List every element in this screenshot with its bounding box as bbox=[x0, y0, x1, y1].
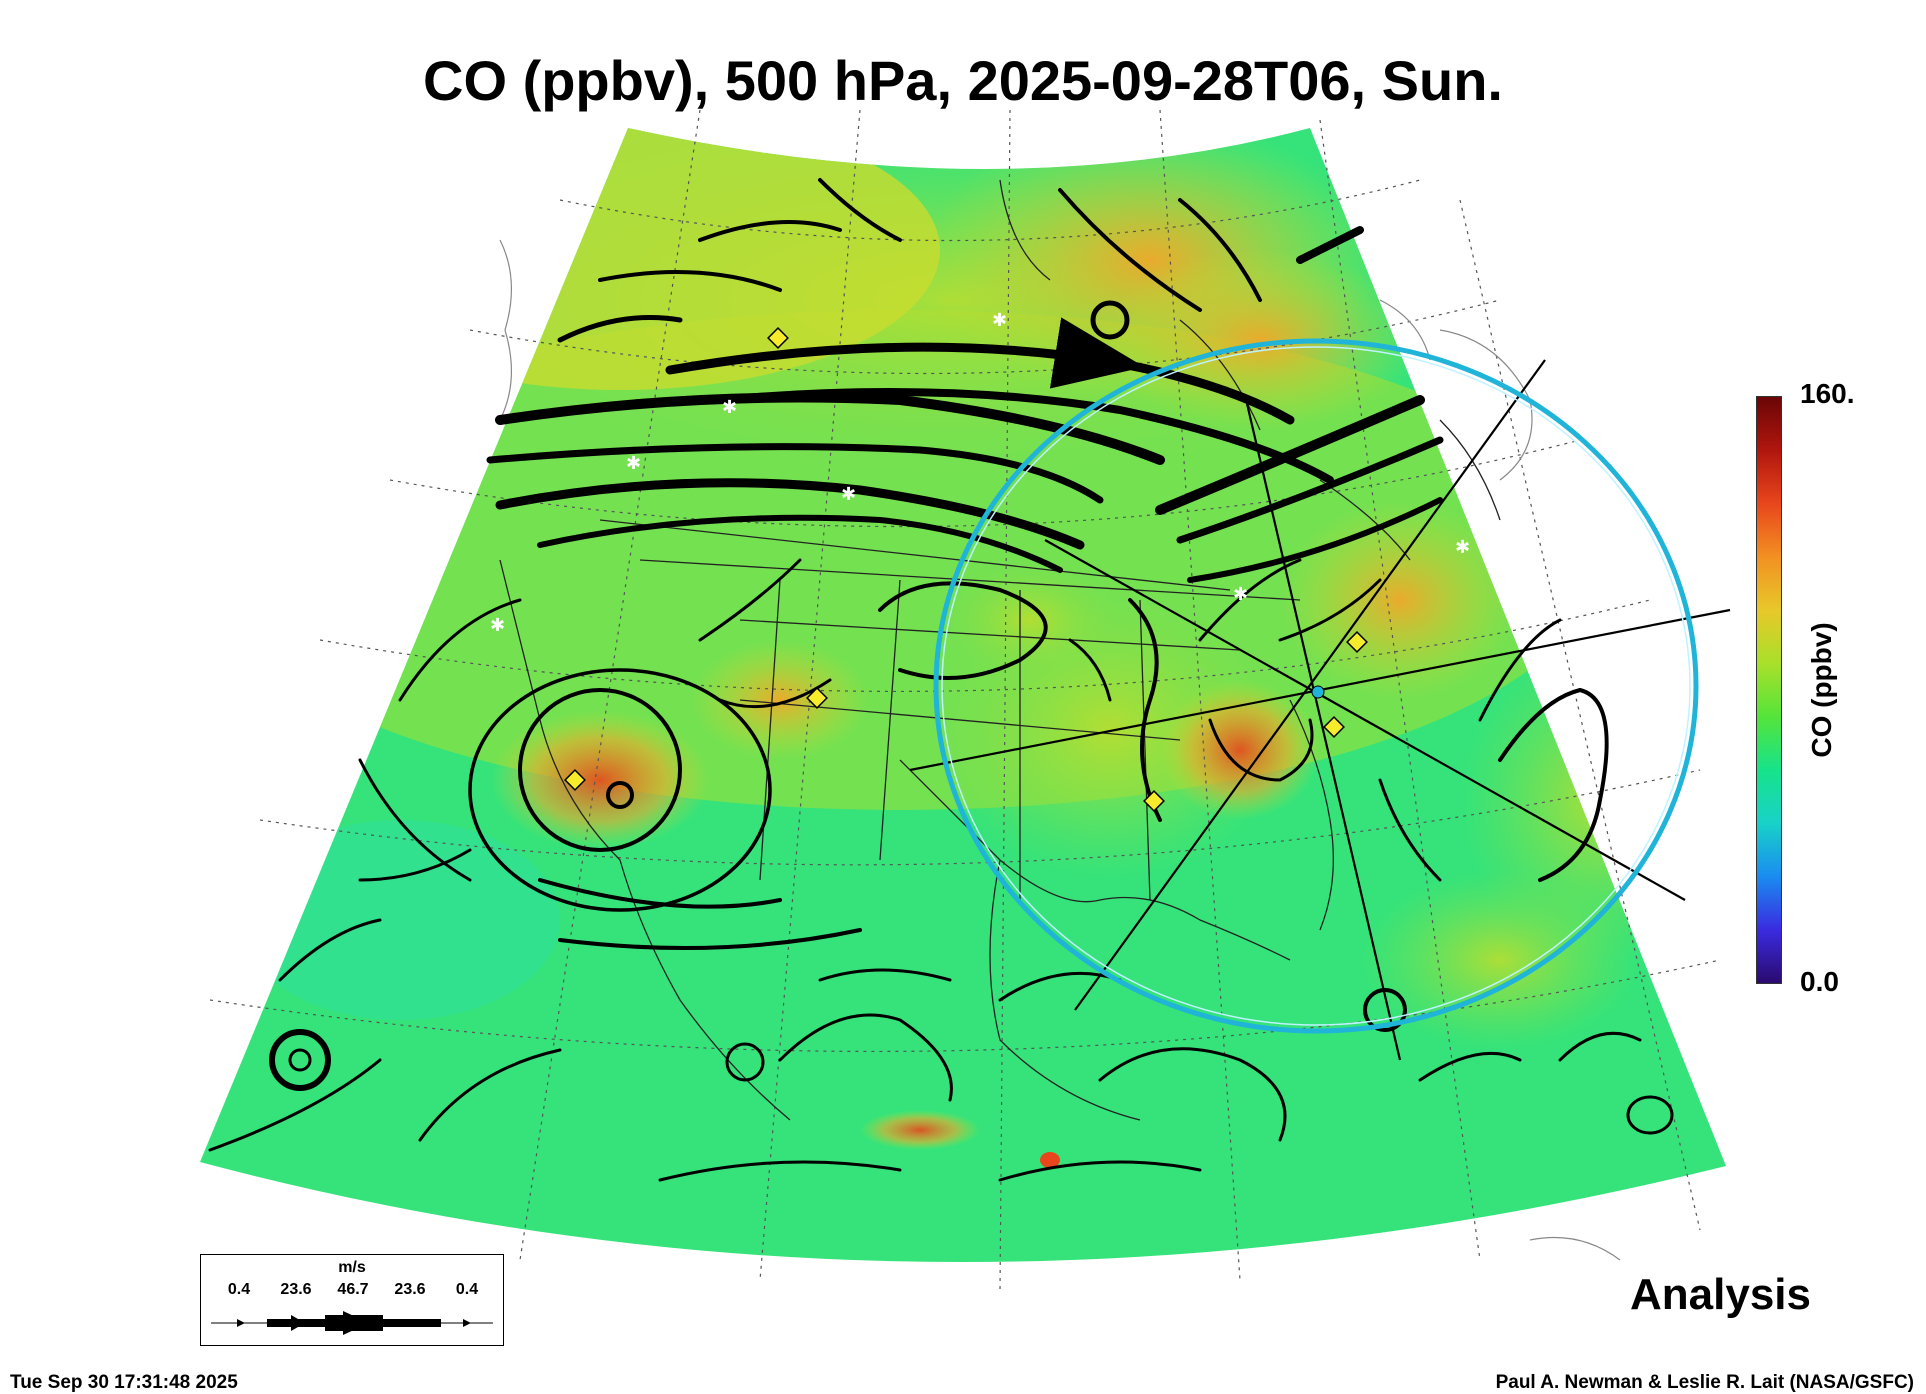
station-diamonds bbox=[564, 327, 1368, 812]
svg-text:✱: ✱ bbox=[841, 484, 856, 505]
station-stars: ✱ ✱ ✱ ✱ ✱ ✱ ✱ bbox=[490, 310, 1470, 636]
legend-units: m/s bbox=[338, 1259, 366, 1276]
graticule bbox=[209, 109, 1721, 1291]
svg-text:✱: ✱ bbox=[722, 397, 737, 418]
svg-text:✱: ✱ bbox=[992, 310, 1007, 331]
range-ring bbox=[933, 338, 1699, 1034]
co-field bbox=[200, 128, 1726, 1263]
svg-text:✱: ✱ bbox=[626, 453, 641, 474]
legend-value: 23.6 bbox=[280, 1281, 312, 1298]
legend-value: 0.4 bbox=[227, 1281, 251, 1298]
svg-text:✱: ✱ bbox=[1233, 584, 1248, 605]
legend-value: 0.4 bbox=[455, 1281, 479, 1298]
svg-text:✱: ✱ bbox=[1455, 537, 1470, 558]
legend-arrow-scale bbox=[211, 1311, 493, 1335]
page-title: CO (ppbv), 500 hPa, 2025-09-28T06, Sun. bbox=[423, 49, 1503, 112]
analysis-label: Analysis bbox=[1630, 1270, 1811, 1319]
colorbar-title: CO (ppbv) bbox=[1806, 622, 1837, 758]
legend-value: 46.7 bbox=[337, 1281, 369, 1298]
center-point bbox=[1311, 685, 1325, 699]
wind-speed-legend: m/s 0.4 23.6 46.7 23.6 0.4 bbox=[200, 1254, 504, 1346]
timestamp: Tue Sep 30 17:31:48 2025 bbox=[10, 1372, 238, 1393]
colorbar-max-label: 160. bbox=[1800, 378, 1855, 409]
colorbar bbox=[1756, 396, 1782, 984]
colorbar-min-label: 0.0 bbox=[1800, 966, 1839, 997]
svg-text:✱: ✱ bbox=[490, 615, 505, 636]
wind-streamlines bbox=[208, 178, 1674, 1182]
credit: Paul A. Newman & Leslie R. Lait (NASA/GS… bbox=[1495, 1372, 1914, 1393]
legend-value: 23.6 bbox=[394, 1281, 426, 1298]
